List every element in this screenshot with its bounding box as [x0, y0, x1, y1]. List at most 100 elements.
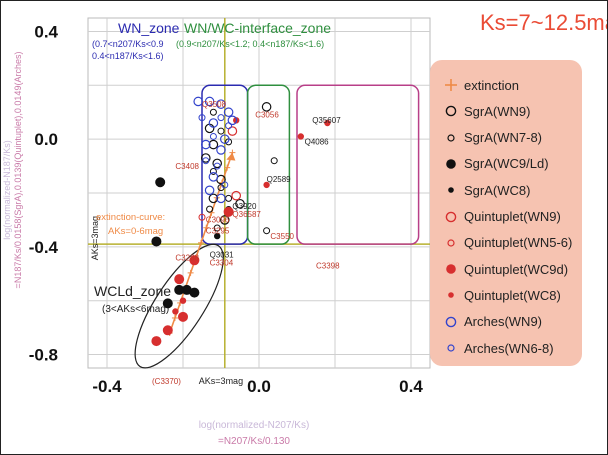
- point-annotation: C3408: [175, 162, 199, 171]
- wnwc-zone-label: WN/WC-interface_zone: [184, 20, 331, 36]
- chart-title: Ks=7~12.5mag: [480, 10, 608, 35]
- legend-marker-icon: [447, 239, 455, 247]
- legend-marker-icon: [445, 316, 457, 327]
- point-annotation: C3398: [316, 261, 340, 270]
- wn-zone-sub: (0.7<n207/Ks<0.9: [92, 39, 164, 49]
- wn-zone-sub: 0.4<n187/Ks<1.6): [92, 51, 164, 61]
- data-point: [216, 145, 226, 155]
- data-point: [208, 139, 219, 150]
- x-tick-label: 0.0: [247, 377, 271, 396]
- legend-entry: Arches(WN6-8): [444, 337, 554, 359]
- data-point: [209, 167, 217, 175]
- x-axis-label: log(normalized-N207/Ks): [199, 420, 310, 431]
- data-point: [162, 298, 173, 309]
- data-point: [261, 102, 272, 112]
- data-point: [216, 99, 226, 109]
- legend-label: SgrA(WN7-8): [464, 130, 543, 146]
- data-point: [208, 172, 219, 182]
- y-tick-label: 0.4: [34, 22, 58, 41]
- data-point: [172, 308, 179, 315]
- data-point: [198, 213, 206, 221]
- legend-marker-icon: [447, 133, 455, 142]
- data-point: [189, 255, 200, 266]
- point-annotation: Q4086: [305, 138, 330, 147]
- data-point: [208, 118, 219, 128]
- legend-entry: Arches(WN9): [444, 311, 542, 333]
- legend: extinction SgrA(WN9) SgrA(WN7-8) SgrA(WC9/L…: [430, 60, 582, 366]
- data-point: [217, 114, 225, 122]
- legend-marker-icon: [445, 211, 457, 222]
- data-point: [235, 198, 245, 209]
- legend-marker-icon: [446, 159, 456, 169]
- data-point: [220, 215, 230, 225]
- legend-marker-icon: [446, 264, 456, 274]
- extinction-curve-label: AKs=0-6mag: [108, 226, 163, 237]
- legend-label: SgrA(WN9): [464, 103, 531, 119]
- data-point: [179, 297, 187, 304]
- legend-label: extinction: [464, 77, 519, 93]
- wnwc-zone-sub: (0.9<n207/Ks<1.2; 0.4<n187/Ks<1.6): [176, 39, 324, 49]
- point-annotation: C3550: [270, 232, 294, 241]
- data-point: [221, 181, 229, 189]
- data-point: [270, 157, 278, 165]
- point-annotation: Q3031: [210, 251, 235, 260]
- data-point: [206, 205, 214, 213]
- y-axis-label: log(normalized-N187/Ks): [2, 140, 12, 240]
- data-point: [216, 193, 226, 204]
- point-annotation: Q3508: [202, 100, 227, 109]
- point-annotation: Q36587: [232, 210, 261, 219]
- legend-marker-icon: [448, 292, 454, 299]
- data-point: [209, 108, 217, 116]
- legend-label: Quintuplet(WC9d): [464, 261, 569, 277]
- wcld-zone-label: WCLd_zone: [94, 283, 171, 299]
- legend-label: Quintuplet(WC8): [464, 287, 561, 303]
- data-point: [227, 115, 238, 126]
- data-point: [231, 190, 241, 201]
- data-point: [162, 325, 173, 336]
- y-tick-label: -0.8: [29, 346, 58, 365]
- legend-entry: Quintuplet(WC9d): [444, 258, 568, 280]
- legend-label: Arches(WN6-8): [464, 340, 554, 356]
- legend-entry: SgrA(WC8): [444, 179, 530, 201]
- point-annotation: C3056: [255, 111, 279, 120]
- wcld-zone-sub: (3<AKs<6mag): [102, 304, 169, 315]
- data-point: [189, 287, 200, 298]
- data-point: [208, 193, 219, 204]
- legend-label: SgrA(WC9/Ld): [464, 156, 549, 172]
- extinction-curve-label: extinction-curve:: [96, 212, 165, 223]
- legend-entry: Quintuplet(WC8): [444, 284, 561, 306]
- data-point: [151, 236, 162, 247]
- data-point: [220, 134, 230, 144]
- data-point: [204, 96, 215, 107]
- data-point: [213, 162, 221, 170]
- legend-entry: SgrA(WN7-8): [444, 127, 542, 149]
- point-annotation: Q3920: [232, 202, 257, 211]
- legend-entry: Quintuplet(WN9): [444, 206, 561, 228]
- data-point: [225, 122, 233, 130]
- zone-magenta-zone: [296, 84, 420, 245]
- data-point: [263, 181, 270, 189]
- wcld-zone-ellipse: [134, 243, 224, 369]
- legend-label: Quintuplet(WN5-6): [464, 235, 573, 251]
- point-annotation: C3288: [175, 253, 199, 262]
- legend-label: SgrA(WC8): [464, 182, 531, 198]
- legend-entry: Quintuplet(WN5-6): [444, 232, 572, 254]
- point-annotation: (C3370): [152, 377, 181, 386]
- legend-marker-icon: [445, 105, 457, 117]
- data-point: [213, 224, 221, 232]
- data-point: [324, 119, 331, 127]
- data-point: [193, 96, 203, 107]
- data-point: [198, 114, 206, 122]
- x-tick-label: -0.4: [92, 377, 122, 396]
- aks-vertical-label: AKs=3mag: [199, 376, 243, 386]
- point-annotation: C3304: [210, 259, 234, 268]
- legend-marker-icon: [445, 79, 457, 91]
- zone-wn-wc-interface-zone: [246, 84, 291, 245]
- legend-marker-icon: [447, 344, 455, 352]
- data-point: [178, 311, 189, 322]
- data-point: [202, 157, 210, 165]
- point-annotation: Q2589: [267, 175, 292, 184]
- data-point: [213, 232, 221, 240]
- extinction-arrowhead: [226, 152, 236, 161]
